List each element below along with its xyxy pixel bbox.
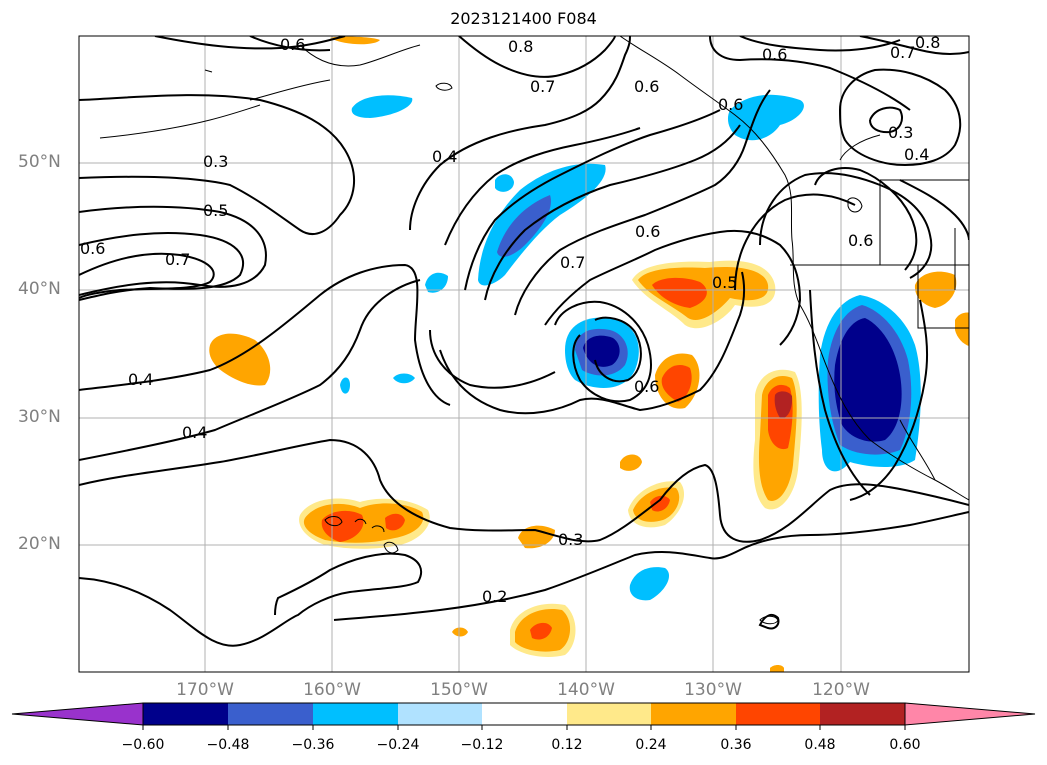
- lat-label: 50°N: [18, 152, 61, 172]
- colorbar-bin: [313, 703, 398, 725]
- colorbar-tick-label: 0.24: [635, 737, 667, 753]
- contour-label: 0.3: [558, 530, 583, 549]
- colorbar-bin: [651, 703, 736, 725]
- contour-label: 0.6: [718, 95, 743, 114]
- contour-label: 0.4: [432, 147, 457, 166]
- colorbar-tick-label: −0.24: [376, 737, 420, 753]
- colorbar-tick-label: −0.36: [291, 737, 335, 753]
- lon-label: 120°W: [812, 680, 870, 700]
- contour-lines: [79, 36, 969, 647]
- lon-label: 140°W: [557, 680, 615, 700]
- positive-anomaly-area: [650, 495, 670, 512]
- colorbar-extend-max: [904, 702, 1036, 726]
- contour-label: 0.6: [762, 45, 787, 64]
- colorbar-tick-label: 0.60: [889, 737, 921, 753]
- contour-label: 0.8: [508, 37, 533, 56]
- contour-label: 0.2: [482, 587, 507, 606]
- lon-label: 130°W: [684, 680, 742, 700]
- map-frame: [78, 35, 970, 673]
- positive-anomaly-area: [518, 525, 555, 549]
- contour-label: 0.7: [165, 250, 190, 269]
- negative-anomaly-area: [393, 373, 415, 384]
- contour-label: 0.5: [203, 201, 228, 220]
- lat-label: 30°N: [18, 407, 61, 427]
- negative-anomaly-area: [495, 174, 514, 192]
- negative-anomaly-area: [340, 377, 350, 394]
- colorbar-tick-label: 0.36: [720, 737, 752, 753]
- contour-label: 0.8: [915, 33, 940, 52]
- negative-anomaly-area: [583, 335, 620, 367]
- contour-label: 0.6: [848, 231, 873, 250]
- negative-anomaly-area: [351, 95, 413, 118]
- colorbar-tick-label: −0.60: [121, 737, 165, 753]
- shaded-anomaly-layer: [209, 36, 969, 672]
- contour-label: 0.3: [203, 152, 228, 171]
- positive-anomaly-area: [330, 36, 380, 45]
- lon-label: 150°W: [430, 680, 488, 700]
- colorbar-bin: [398, 703, 482, 725]
- positive-anomaly-area: [620, 454, 642, 471]
- negative-anomaly-area: [629, 567, 670, 601]
- lon-label: 160°W: [303, 680, 361, 700]
- positive-anomaly-area: [652, 277, 707, 308]
- positive-anomaly-area: [385, 513, 405, 531]
- colorbar: [11, 702, 1036, 730]
- colorbar-bin: [736, 703, 820, 725]
- contour-label-group: 0.6 0.8 0.7 0.6 0.6 0.7 0.8 0.3 0.4 0.4 …: [80, 33, 940, 606]
- contour-label: 0.6: [634, 377, 659, 396]
- contour-label: 0.6: [80, 239, 105, 258]
- colorbar-bin: [143, 703, 228, 725]
- colorbar-bin: [482, 703, 567, 725]
- contour-label: 0.7: [530, 77, 555, 96]
- contour-label: 0.6: [635, 222, 660, 241]
- contour-label: 0.4: [904, 145, 929, 164]
- lat-label: 20°N: [18, 534, 61, 554]
- negative-anomaly-area: [834, 318, 902, 442]
- colorbar-tick-label: 0.48: [804, 737, 836, 753]
- colorbar-tick-label: 0.12: [551, 737, 583, 753]
- contour-label: 0.6: [634, 77, 659, 96]
- contour-label: 0.7: [560, 253, 585, 272]
- colorbar-bin: [567, 703, 651, 725]
- contour-label: 0.7: [890, 43, 915, 62]
- negative-anomaly-area: [727, 94, 804, 141]
- positive-anomaly-area: [661, 365, 692, 402]
- contour-label: 0.4: [128, 370, 153, 389]
- contour-label: 0.3: [888, 123, 913, 142]
- contour-label: 0.4: [182, 423, 207, 442]
- lon-label: 170°W: [176, 680, 234, 700]
- positive-anomaly-area: [770, 665, 784, 672]
- contour-label: 0.6: [280, 35, 305, 54]
- positive-anomaly-area: [774, 391, 793, 419]
- positive-anomaly-area: [452, 627, 468, 637]
- contour-label: 0.5: [712, 273, 737, 292]
- colorbar-tick-label: −0.12: [460, 737, 504, 753]
- positive-anomaly-area: [530, 622, 552, 640]
- colorbar-bin: [820, 703, 905, 725]
- colorbar-bin: [228, 703, 313, 725]
- colorbar-tick-label: −0.48: [206, 737, 250, 753]
- negative-anomaly-area: [497, 195, 551, 257]
- lat-label: 40°N: [18, 279, 61, 299]
- positive-anomaly-area: [955, 312, 969, 346]
- negative-anomaly-area: [425, 272, 448, 293]
- map-title: 2023121400 F084: [450, 9, 597, 28]
- colorbar-extend-min: [11, 702, 144, 726]
